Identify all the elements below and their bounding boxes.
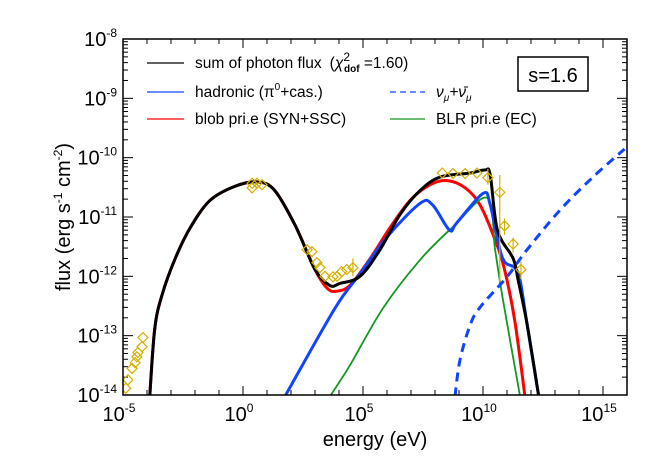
plot-frame [122,38,628,396]
data-point [123,374,134,386]
data-point [347,261,359,274]
legend-label-neutrino: νμ+ν̄μ [436,84,472,104]
data-point [126,362,138,375]
x-tick-label: 1015 [581,401,617,426]
y-tick-label: 10-11 [78,204,117,229]
data-point [123,382,132,395]
model-curves [148,147,626,395]
data-point [132,346,144,359]
legend-label-blr: BLR pri.e (EC) [436,111,537,128]
data-point [246,177,258,190]
x-tick-label: 105 [345,401,374,426]
data-point [471,167,483,179]
y-tick-label: 10-9 [84,85,117,110]
data-point [335,265,348,278]
data-point [246,181,258,194]
legend-label-hadronic: hadronic (π0+cas.) [195,82,323,101]
series-hadronic-line [283,190,541,395]
data-point [314,261,326,274]
data-point [498,219,511,232]
data-point [129,356,141,369]
data-point [482,171,494,184]
data-point [327,271,339,283]
y-axis-label: flux (erg s-1 cm-2) [51,143,75,291]
series-blob-line [148,179,527,395]
data-point [131,350,143,363]
data-point [136,340,148,353]
y-tick-label: 10-13 [77,323,117,348]
data-point [493,186,506,199]
legend-label-blob: blob pri.e (SYN+SSC) [195,111,346,128]
data-point [507,238,519,250]
y-tick-label: 10-8 [84,26,117,51]
x-tick-label: 100 [225,401,254,426]
data-point [311,256,323,269]
legend-label-total: sum of photon flux (χ2 dof =1.60) [195,50,408,75]
data-point [137,331,149,344]
annotation-text: s=1.6 [528,65,577,87]
data-point [515,263,527,276]
x-tick-label: 1010 [461,401,497,426]
series-total-line [148,167,541,395]
x-tick-label: 10-5 [103,401,136,426]
data-point [436,167,449,179]
annotation-box [517,56,589,92]
x-tick-labels: 10-5 100 105 1010 1015 [103,401,618,426]
y-tick-labels: 10-8 10-9 10-10 10-11 10-12 10-13 10-14 [77,26,117,407]
data-point [319,270,331,283]
y-tick-label: 10-12 [77,263,117,288]
data-point [459,167,471,180]
y-tick-label: 10-14 [77,382,117,407]
data-point [256,178,268,191]
y-tick-label: 10-10 [77,145,117,170]
data-point [306,245,318,258]
observed-data [123,167,527,395]
data-point [447,167,459,180]
axis-ticks [122,39,628,396]
data-point [340,263,353,276]
legend: sum of photon flux (χ2 dof =1.60) hadronic… [147,50,537,128]
series-neutrino-line [453,147,626,395]
x-axis-label: energy (eV) [323,429,428,451]
